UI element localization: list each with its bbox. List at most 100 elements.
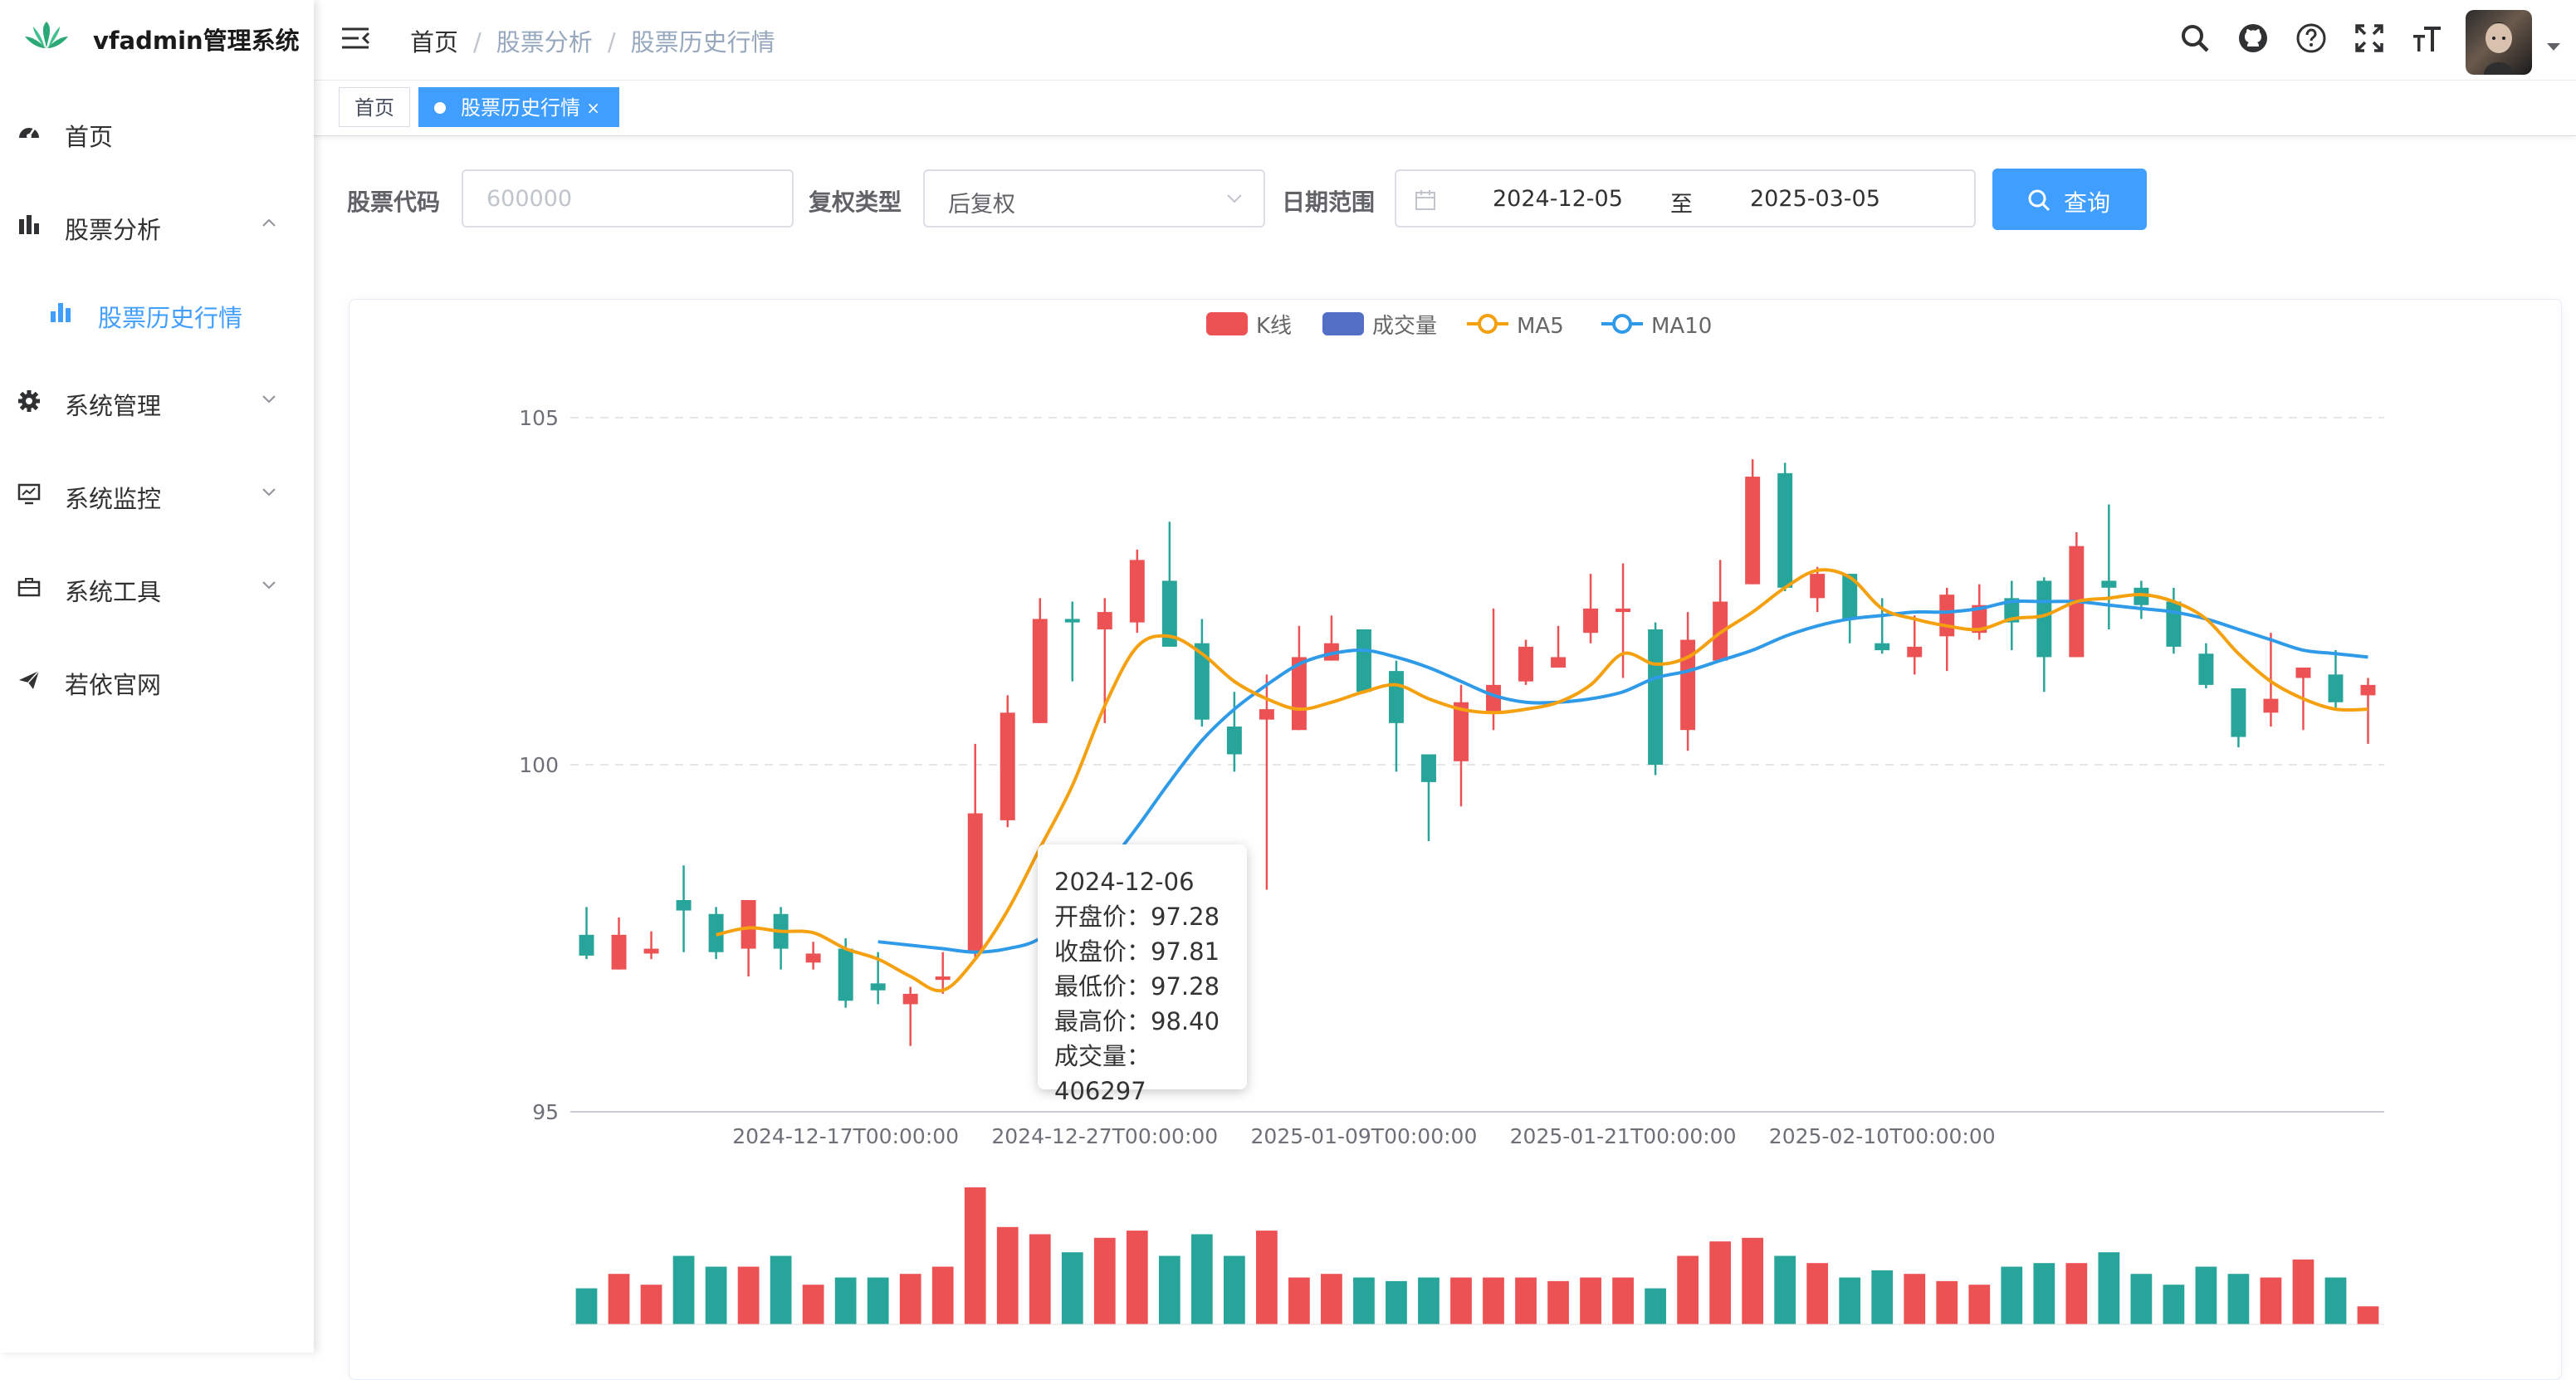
candle-body	[1648, 629, 1664, 765]
legend-label: MA10	[1651, 314, 1712, 339]
x-tick-label: 2025-01-21T00:00:00	[1510, 1124, 1737, 1148]
candle-body	[1486, 684, 1501, 713]
bar-chart-icon	[51, 303, 71, 322]
volume-bar	[1645, 1288, 1666, 1324]
sidebar-item-stock-history[interactable]: 股票历史行情	[0, 274, 314, 349]
volume-bar	[1029, 1234, 1051, 1324]
volume-bar	[834, 1277, 857, 1324]
breadcrumb-separator: /	[607, 28, 616, 56]
volume-bar	[2324, 1277, 2347, 1324]
start-date[interactable]: 2024-12-05	[1493, 186, 1623, 212]
candle-body	[2198, 653, 2214, 685]
volume-bar	[672, 1255, 695, 1324]
volume-bar	[2033, 1263, 2055, 1324]
candle-body	[2231, 688, 2246, 737]
stock-code-placeholder: 600000	[486, 186, 573, 212]
volume-bar	[1288, 1277, 1310, 1324]
candle-body	[2328, 674, 2344, 702]
volume-bar	[1806, 1263, 1829, 1324]
breadcrumb-home[interactable]: 首页	[410, 28, 459, 56]
volume-bar	[1709, 1241, 1732, 1324]
stock-code-input[interactable]: 600000	[462, 169, 794, 228]
volume-bar	[2130, 1274, 2153, 1324]
volume-bar	[2260, 1277, 2282, 1324]
volume-bar	[964, 1187, 986, 1324]
bar-chart-icon	[19, 215, 39, 234]
candle-body	[611, 934, 627, 970]
candle-body	[1388, 671, 1404, 723]
volume-bar	[1386, 1280, 1407, 1324]
avatar[interactable]	[2466, 10, 2532, 75]
candle-body	[935, 976, 951, 981]
date-range-picker[interactable]: 2024-12-05 至 2025-03-05	[1395, 169, 1976, 228]
calendar-icon	[1415, 190, 1435, 210]
ma10-line	[877, 599, 2368, 954]
caret-down-icon[interactable]	[2547, 43, 2560, 51]
candle-body	[1907, 646, 1923, 658]
tag-home[interactable]: 首页	[339, 87, 410, 127]
fullscreen-icon[interactable]	[2353, 22, 2386, 55]
volume-bar	[1612, 1277, 1634, 1324]
tooltip-close: 收盘价：97.81	[1054, 937, 1220, 966]
candle-body	[1226, 727, 1242, 755]
sidebar-item-system-management[interactable]: 系统管理	[0, 362, 314, 437]
candle-body	[1810, 574, 1826, 599]
volume-bar	[1677, 1255, 1699, 1324]
volume-bar	[640, 1285, 662, 1324]
candle-body	[2295, 667, 2311, 678]
hamburger-icon[interactable]	[340, 25, 370, 51]
volume-bar	[1353, 1277, 1375, 1324]
range-separator: 至	[1670, 192, 1693, 218]
x-tick-label: 2025-01-09T00:00:00	[1251, 1124, 1478, 1148]
legend-label: 成交量	[1372, 314, 1437, 339]
candle-body	[1161, 580, 1177, 647]
query-button[interactable]: 查询	[1992, 169, 2147, 230]
candle-body	[2360, 684, 2376, 696]
candle-body	[805, 953, 821, 963]
volume-bar	[1093, 1237, 1116, 1324]
date-range-label: 日期范围	[1282, 188, 1376, 216]
volume-bar	[1904, 1274, 1926, 1324]
volume-bar	[2292, 1259, 2314, 1324]
sidebar-item-label: 系统工具	[65, 578, 162, 606]
sidebar-item-system-tools[interactable]: 系统工具	[0, 548, 314, 623]
search-icon[interactable]	[2178, 22, 2212, 55]
candle-body	[1777, 472, 1793, 588]
chart-tooltip: 2024-12-06 开盘价：97.28 收盘价：97.81 最低价：97.28…	[1038, 844, 1247, 1105]
breadcrumb: 首页 / 股票分析 / 股票历史行情	[410, 23, 775, 58]
volume-bar	[2001, 1266, 2023, 1324]
y-tick-label: 100	[519, 753, 559, 777]
candle-body	[741, 900, 756, 949]
logo[interactable]: vfadmin管理系统	[0, 0, 314, 75]
volume-bar	[2065, 1263, 2088, 1324]
help-icon[interactable]	[2295, 22, 2328, 55]
volume-bar	[1256, 1231, 1278, 1324]
sidebar-item-label: 系统监控	[65, 485, 162, 513]
candle-body	[1323, 643, 1339, 661]
candle-body	[1551, 657, 1567, 668]
sidebar-item-ruoyi-website[interactable]: 若依官网	[0, 641, 314, 716]
search-icon	[2028, 189, 2051, 212]
tag-stock-history[interactable]: 股票历史行情 ×	[418, 87, 619, 127]
close-icon[interactable]: ×	[586, 98, 600, 118]
gear-icon	[18, 390, 40, 412]
volume-bar	[1126, 1231, 1148, 1324]
legend-swatch-dot	[1612, 314, 1632, 334]
end-date[interactable]: 2025-03-05	[1750, 186, 1880, 212]
sidebar-item-label: 系统管理	[65, 392, 162, 420]
sidebar-item-stock-analysis[interactable]: 股票分析	[0, 186, 314, 261]
sidebar-item-label: 股票分析	[65, 216, 162, 244]
volume-bar	[1418, 1277, 1440, 1324]
paper-plane-icon	[19, 670, 40, 689]
sidebar-item-home[interactable]: 首页	[0, 93, 314, 168]
volume-bar	[1839, 1277, 1861, 1324]
volume-bar	[1321, 1274, 1342, 1324]
adjust-type-select[interactable]: 后复权	[923, 169, 1265, 228]
volume-bar	[2195, 1266, 2217, 1324]
sidebar-item-system-monitor[interactable]: 系统监控	[0, 455, 314, 530]
volume-bar	[1061, 1252, 1083, 1324]
font-size-icon[interactable]	[2411, 22, 2444, 55]
x-tick-label: 2024-12-17T00:00:00	[732, 1124, 959, 1148]
github-icon[interactable]	[2236, 22, 2270, 55]
sidebar: vfadmin管理系统 首页 股票分析 股票历史行情 系统管理 系统监控 系统工…	[0, 0, 314, 1353]
